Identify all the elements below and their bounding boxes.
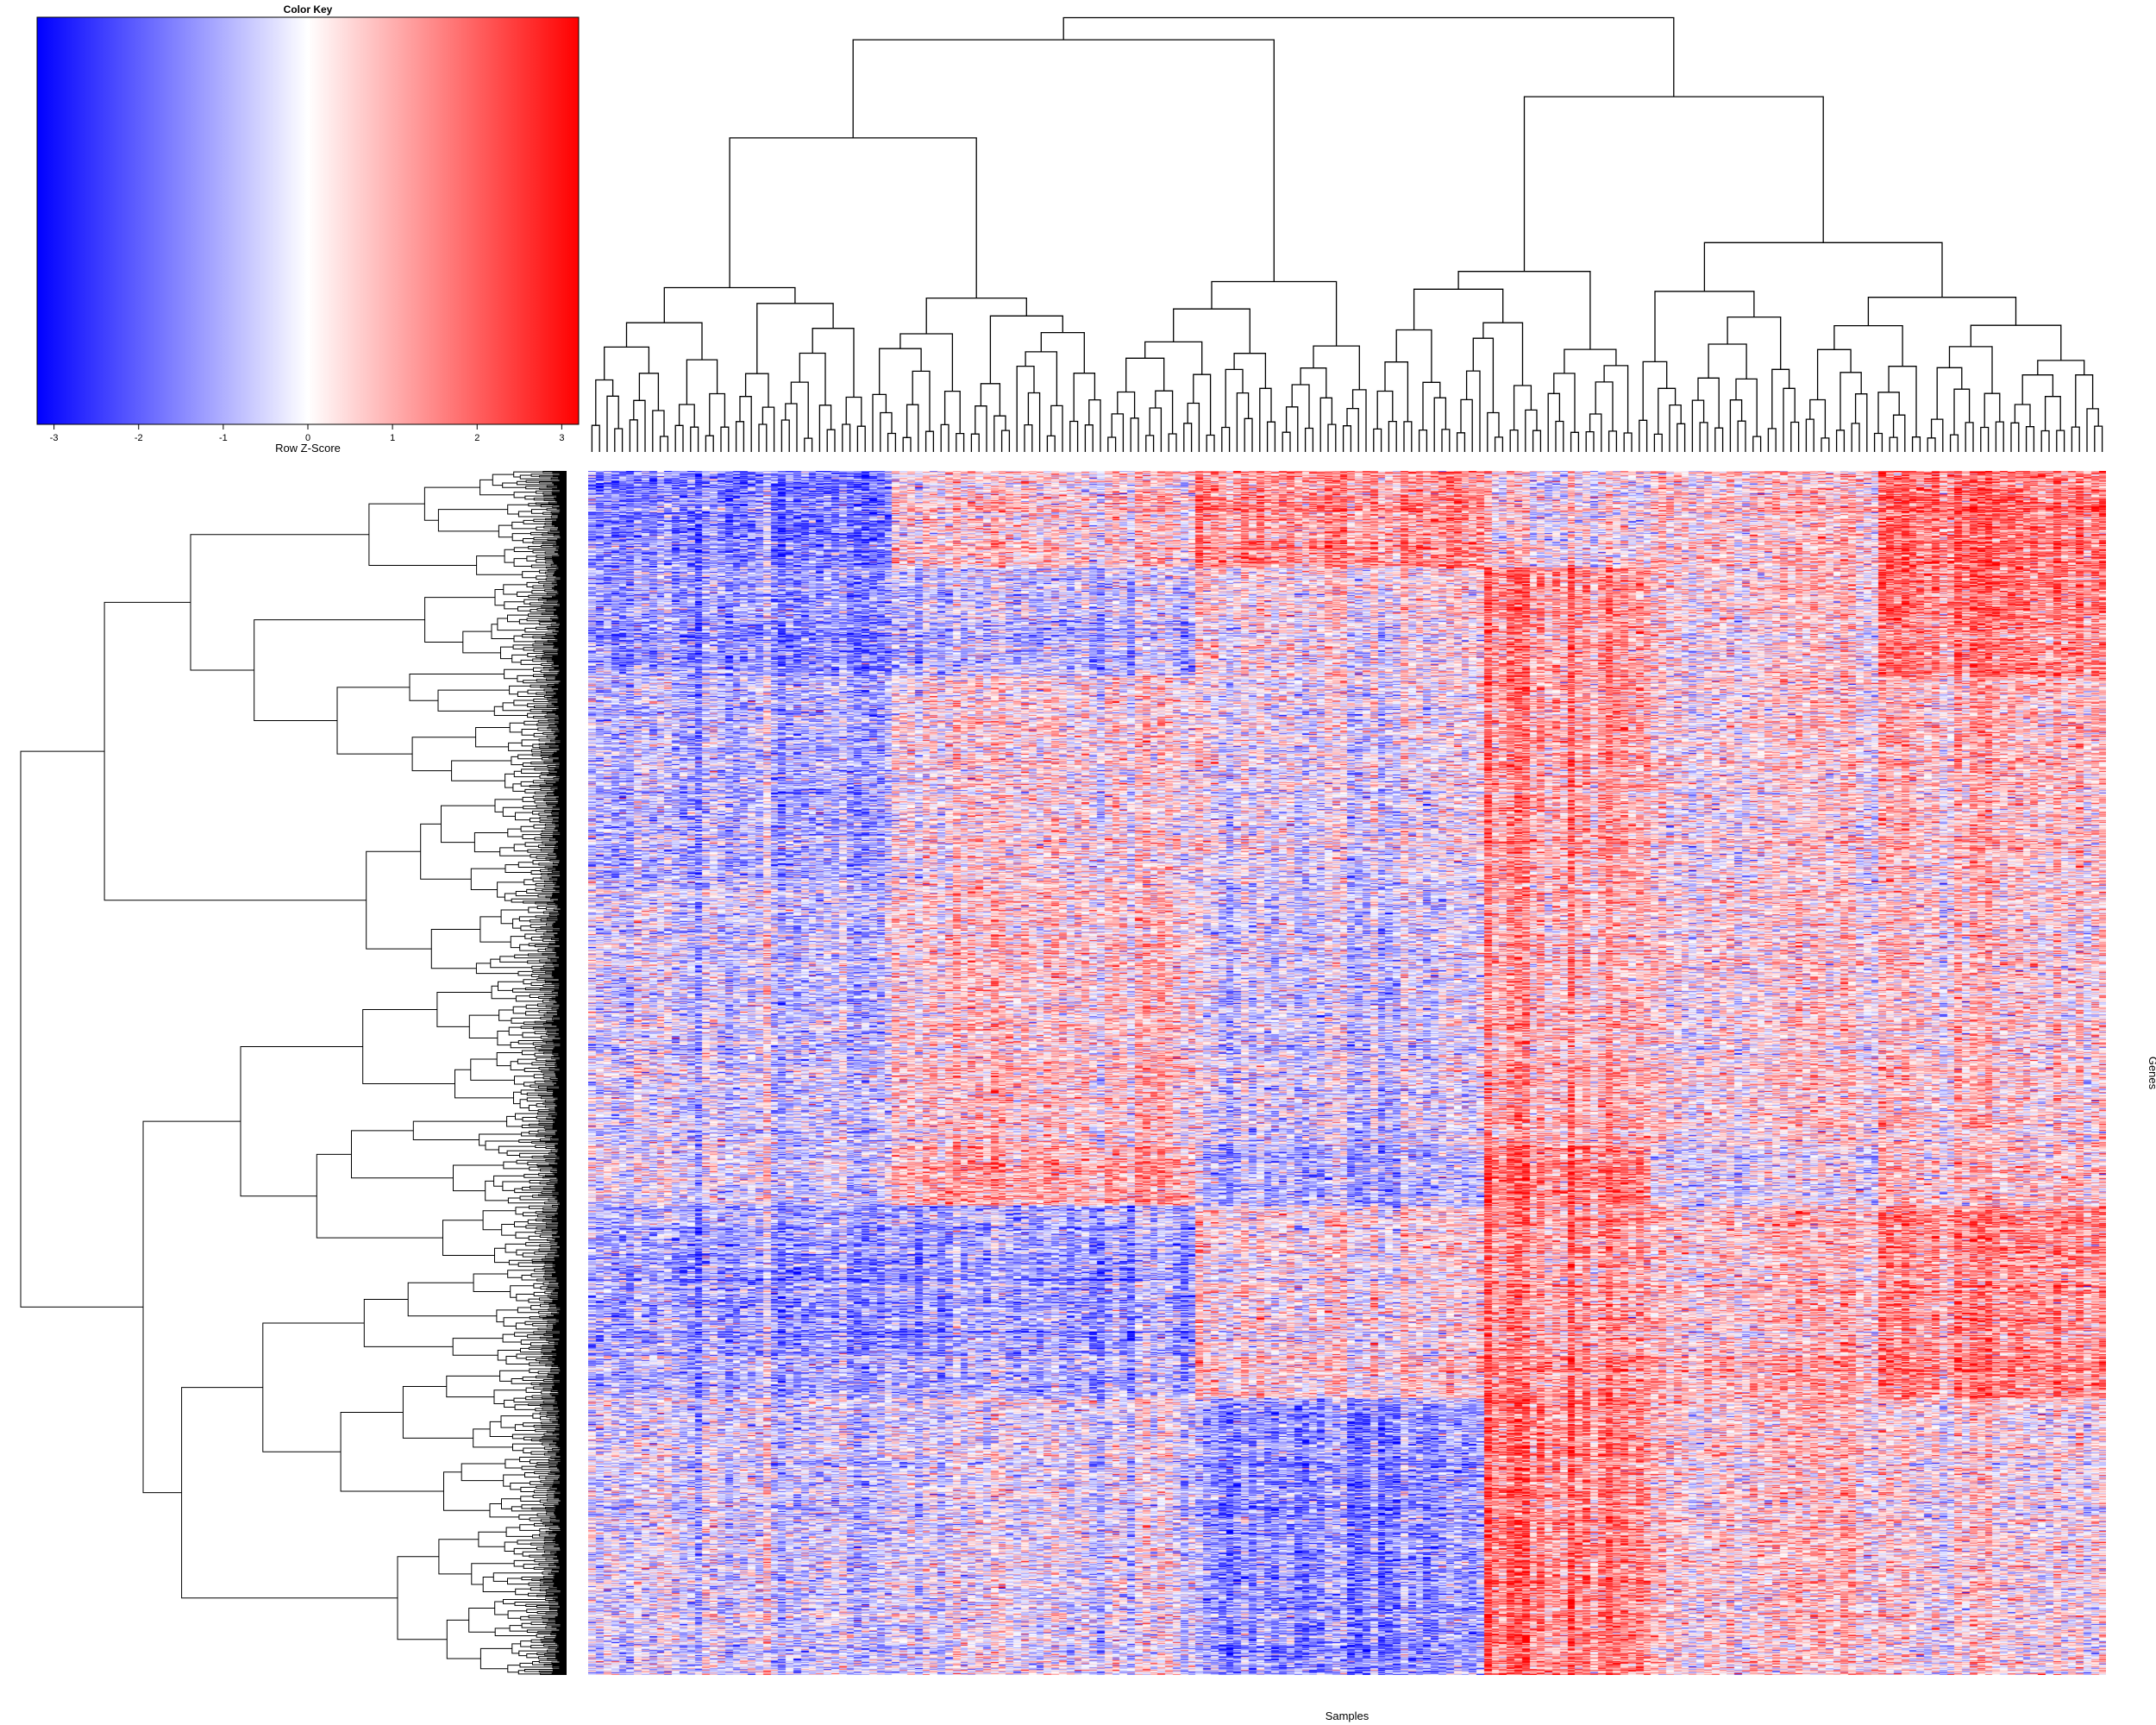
color-key-title: Color Key — [284, 3, 333, 16]
column-dendrogram — [591, 16, 2103, 452]
row-dendrogram-branches — [20, 470, 567, 1676]
color-key-gradient — [36, 16, 580, 425]
y-axis-label: Genes — [2147, 1057, 2156, 1090]
heatmap-grid — [588, 471, 2106, 1675]
color-key-xlabel: Row Z-Score — [275, 442, 341, 455]
color-key-ticks: -3 -2 -1 0 1 2 3 — [50, 424, 564, 443]
x-axis-label: Samples — [1326, 1709, 1369, 1722]
color-key-tick-label: -2 — [135, 433, 143, 443]
color-key-tick-label: 0 — [305, 433, 310, 443]
row-dendrogram — [20, 470, 567, 1676]
color-key-tick-label: 2 — [474, 433, 479, 443]
color-key: Color Key -3 -2 -1 0 1 2 3 Row Z-Score — [36, 3, 580, 455]
color-key-tick-label: 3 — [559, 433, 564, 443]
color-key-tick-label: 1 — [390, 433, 395, 443]
column-dendrogram-branches — [591, 16, 2103, 452]
color-key-tick-label: -1 — [219, 433, 228, 443]
color-key-tick-label: -3 — [50, 433, 59, 443]
